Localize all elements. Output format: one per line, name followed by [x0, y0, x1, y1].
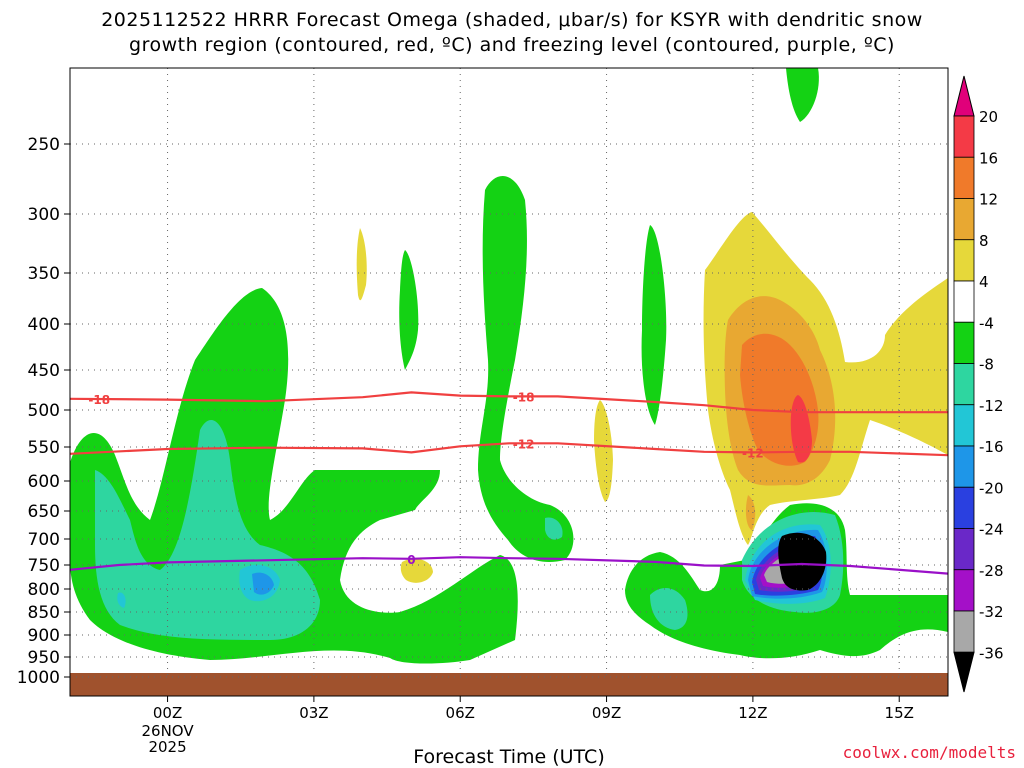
x-tick-label: 09Z — [592, 704, 621, 722]
colorbar-tick-label: 4 — [979, 273, 989, 291]
y-tick-label: 400 — [28, 315, 60, 335]
omega-region — [745, 495, 756, 530]
colorbar-bin — [953, 363, 975, 406]
colorbar-bin — [953, 280, 975, 323]
chart-title-line-2: growth region (contoured, red, ºC) and f… — [129, 34, 895, 56]
x-tick-label: 06Z — [446, 704, 475, 722]
contour-label: 0 — [407, 553, 415, 567]
y-tick-label: 900 — [28, 626, 60, 646]
colorbar-tick-label: -8 — [979, 356, 994, 374]
contour-line — [69, 442, 949, 457]
ground-fill — [70, 673, 948, 696]
colorbar-bin — [953, 569, 975, 612]
y-tick-label: 1000 — [17, 668, 60, 688]
y-tick-label: 800 — [28, 580, 60, 600]
x-tick-label: 12Z — [738, 704, 767, 722]
y-tick-label: 350 — [28, 264, 60, 284]
colorbar-bin — [953, 486, 975, 529]
contour-label: -12 — [513, 437, 535, 451]
colorbar-bin — [953, 445, 975, 488]
colorbar-bin — [953, 156, 975, 199]
omega-region — [399, 250, 419, 370]
x-tick-sublabel: 26NOV — [141, 722, 194, 740]
contour-label: -18 — [513, 390, 535, 404]
omega-region — [778, 532, 827, 591]
contour-line — [69, 556, 949, 575]
colorbar-bin — [953, 321, 975, 364]
colorbar-bin — [953, 115, 975, 158]
y-tick-label: 600 — [28, 472, 60, 492]
temperature-contours: -18 -18 -12 -12 0 — [69, 390, 949, 575]
y-tick-label: 500 — [28, 401, 60, 421]
omega-region — [545, 517, 563, 540]
y-tick-label: 850 — [28, 603, 60, 623]
x-tick-label: 00Z — [153, 704, 182, 722]
y-tick-label: 550 — [28, 438, 60, 458]
colorbar-tick-label: -12 — [979, 397, 1004, 415]
omega-region — [641, 225, 667, 425]
chart-title-line-1: 2025112522 HRRR Forecast Omega (shaded, … — [101, 9, 923, 31]
omega-region — [117, 592, 126, 608]
source-credit[interactable]: coolwx.com/modelts — [842, 743, 1016, 762]
colorbar-bin — [953, 75, 975, 117]
colorbar-tick-label: -24 — [979, 521, 1004, 539]
colorbar-bin — [953, 239, 975, 282]
colorbar-tick-label: -28 — [979, 562, 1004, 580]
y-tick-label: 650 — [28, 502, 60, 522]
colorbar-bin — [953, 651, 975, 693]
y-tick-label: 750 — [28, 556, 60, 576]
colorbar-tick-label: -36 — [979, 644, 1004, 662]
colorbar-bin — [953, 404, 975, 447]
omega-region — [594, 400, 613, 502]
omega-region — [356, 228, 367, 301]
colorbar-tick-label: -16 — [979, 438, 1004, 456]
colorbar-tick-label: -4 — [979, 314, 994, 332]
colorbar-tick-label: 20 — [979, 108, 998, 126]
omega-region — [786, 68, 819, 122]
y-tick-label: 950 — [28, 648, 60, 668]
y-tick-label: 300 — [28, 205, 60, 225]
y-tick-label: 700 — [28, 530, 60, 550]
x-axis-label: Forecast Time (UTC) — [413, 746, 604, 768]
colorbar-bin — [953, 198, 975, 241]
colorbar-tick-label: 8 — [979, 232, 989, 250]
colorbar: 20 16 12 8 4 -4 -8 -12 -16 -20 -24 -28 -32 -36 — [953, 75, 1004, 693]
y-tick-label: 450 — [28, 361, 60, 381]
omega-shading — [70, 68, 948, 696]
x-tick-label: 03Z — [299, 704, 328, 722]
colorbar-tick-label: 16 — [979, 149, 998, 167]
colorbar-bin — [953, 610, 975, 653]
axes: 250 300 350 400 450 500 550 600 650 700 750 800 850 9… — [17, 67, 949, 768]
omega-region — [478, 176, 574, 562]
omega-region — [400, 558, 433, 583]
colorbar-bin — [953, 528, 975, 571]
colorbar-tick-label: 12 — [979, 191, 998, 209]
colorbar-tick-label: -32 — [979, 603, 1004, 621]
colorbar-tick-label: -20 — [979, 479, 1004, 497]
grid-lines — [70, 68, 948, 678]
y-tick-label: 250 — [28, 135, 60, 155]
x-tick-label: 15Z — [885, 704, 914, 722]
contour-label: -12 — [742, 446, 764, 460]
contour-label: -18 — [88, 393, 110, 407]
contour-line — [69, 391, 948, 414]
x-tick-sublabel: 2025 — [148, 738, 186, 756]
plot-frame — [69, 67, 949, 697]
omega-region — [650, 588, 688, 630]
